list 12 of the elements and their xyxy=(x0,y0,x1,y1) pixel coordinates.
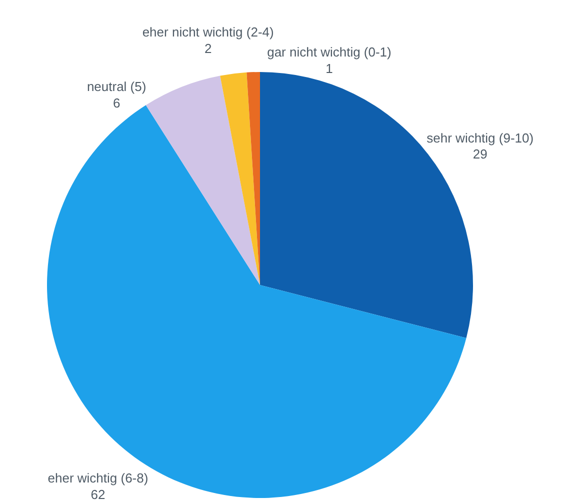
pie-slice xyxy=(220,72,260,285)
data-label: 62 xyxy=(90,486,106,501)
data-label: 6 xyxy=(112,95,120,110)
slice-label: eher wichtig (6-8) xyxy=(48,470,148,486)
data-label: 2 xyxy=(204,40,212,56)
data-label: 1 xyxy=(326,60,333,76)
data-label: 29 xyxy=(472,146,488,162)
slice-label: eher nicht wichtig (2-4) xyxy=(142,24,274,40)
slice-label: gar nicht wichtig (0-1) xyxy=(267,44,392,60)
slice-label: sehr wichtig (9-10) xyxy=(426,130,534,146)
slice-label: neutral (5) xyxy=(86,79,146,94)
pie-slice xyxy=(146,76,260,285)
